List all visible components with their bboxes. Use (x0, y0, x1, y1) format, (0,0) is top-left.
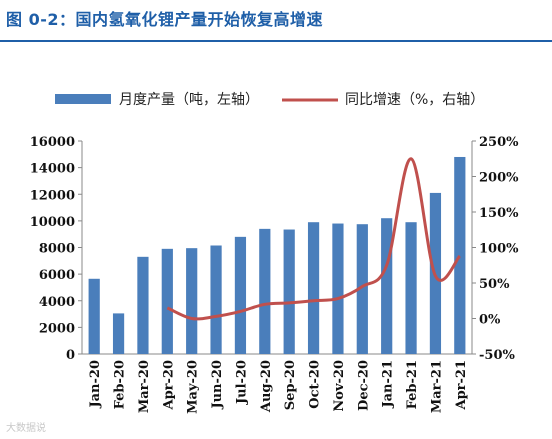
x-tick-label: Feb-21 (405, 360, 420, 409)
right-tick-label: 100% (479, 242, 519, 257)
legend: 月度产量（吨，左轴） 同比增速（%，右轴） (55, 92, 484, 108)
x-tick-label: Jul-20 (234, 360, 249, 405)
bar (283, 229, 295, 354)
left-tick-label: 10000 (30, 215, 75, 230)
bars (88, 156, 466, 354)
bar (356, 224, 368, 354)
bar (454, 156, 466, 354)
tick-labels: 0 2000 4000 6000 8000 10000 12000 14000 16000 -50… (30, 135, 519, 414)
bar (332, 223, 344, 354)
bar (307, 222, 320, 354)
left-tick-label: 4000 (39, 295, 75, 310)
bar (137, 256, 149, 354)
bar (112, 313, 125, 354)
x-tick-label: Nov-20 (332, 360, 347, 412)
x-tick-label: Apr-20 (161, 360, 176, 411)
left-tick-label: 12000 (30, 188, 75, 203)
x-tick-label: Apr-21 (454, 360, 469, 411)
x-tick-label: Aug-20 (259, 360, 274, 413)
title-underline (0, 40, 552, 42)
right-tick-label: -50% (479, 348, 515, 363)
x-tick-label: Feb-20 (113, 360, 128, 409)
right-tick-label: 150% (479, 206, 519, 221)
x-tick-label: May-20 (186, 360, 201, 414)
growth-line-path (166, 157, 461, 321)
x-tick-label: Jun-20 (210, 360, 225, 410)
legend-line-label: 同比增速（%，右轴） (345, 92, 484, 108)
legend-bar-swatch (55, 94, 111, 104)
left-tick-label: 16000 (30, 135, 75, 150)
x-tick-label: Oct-20 (308, 360, 323, 409)
bar (88, 278, 100, 354)
right-tick-label: 0% (479, 313, 501, 328)
bar (234, 236, 247, 354)
watermark: 大数据说 (6, 423, 46, 434)
left-tick-label: 8000 (39, 242, 75, 257)
x-tick-label: Sep-20 (283, 360, 298, 410)
chart-title: 图 0-2：国内氢氧化锂产量开始恢复高增速 (6, 10, 323, 29)
left-tick-label: 0 (66, 348, 75, 363)
x-tick-label: Jan-21 (381, 360, 396, 409)
right-tick-label: 50% (479, 277, 510, 292)
right-tick-label: 250% (479, 135, 519, 150)
x-tick-label: Jan-20 (88, 360, 103, 409)
bar (405, 222, 417, 354)
bar (259, 228, 271, 354)
x-tick-label: Mar-20 (137, 360, 152, 413)
bar (186, 248, 198, 354)
bar (210, 245, 222, 354)
left-tick-label: 6000 (39, 268, 75, 283)
bar (161, 248, 173, 354)
right-tick-label: 200% (479, 171, 519, 186)
x-tick-label: Mar-21 (429, 360, 444, 413)
left-tick-label: 2000 (39, 321, 75, 336)
growth-line (166, 157, 461, 321)
x-tick-label: Dec-20 (356, 360, 371, 411)
legend-bar-label: 月度产量（吨，左轴） (119, 92, 259, 108)
left-tick-label: 14000 (30, 162, 75, 177)
bar (381, 218, 393, 354)
